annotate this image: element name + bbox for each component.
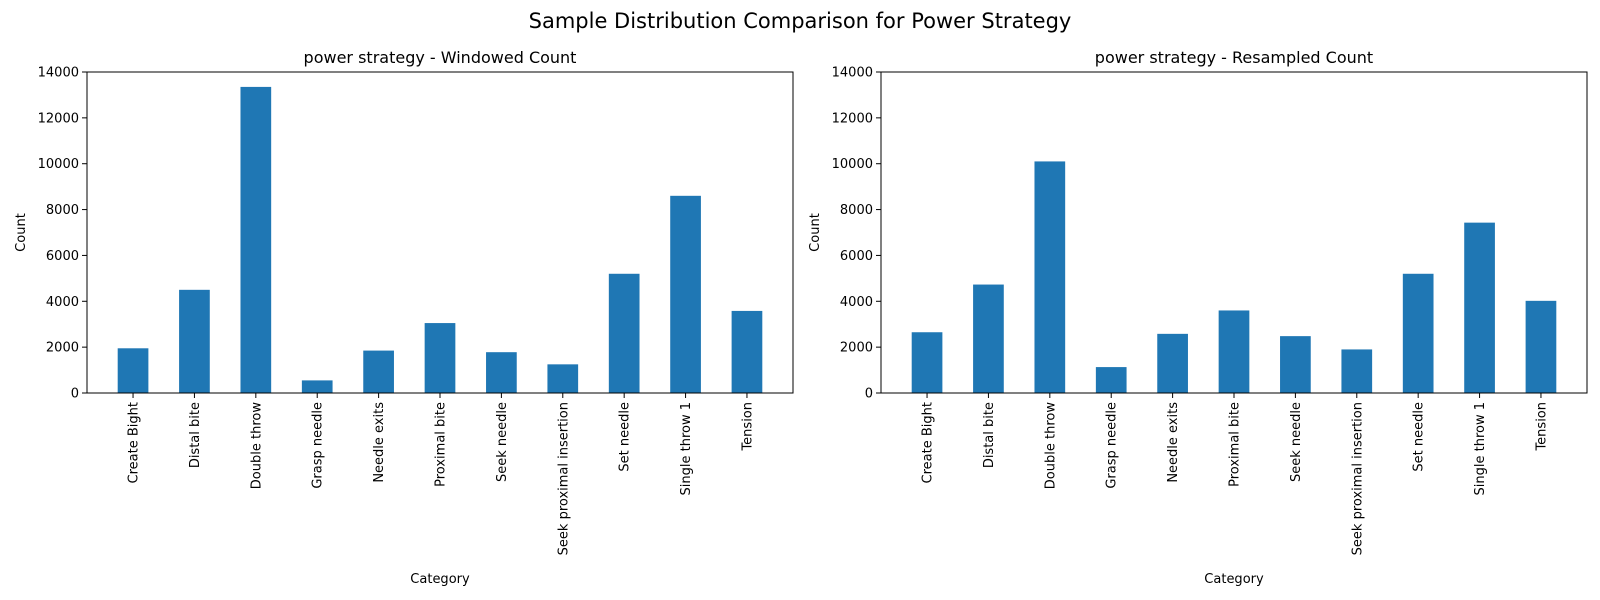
panel-2-x-tick-label: Double throw — [1043, 402, 1058, 490]
panel-2-y-tick-label: 12000 — [832, 111, 873, 126]
panel-1-y-tick-label: 2000 — [46, 341, 79, 356]
panel-2-bar — [1280, 336, 1311, 393]
panel-1-x-tick-label: Tension — [740, 402, 755, 452]
panel-1-x-tick-label: Needle exits — [372, 402, 387, 483]
panel-2-x-tick-label: Seek proximal insertion — [1350, 402, 1365, 555]
panel-2-bar — [1341, 349, 1373, 393]
panel-1-y-tick-label: 10000 — [38, 157, 79, 172]
panel-2-x-tick-label: Tension — [1534, 402, 1549, 452]
panel-2-x-tick-label: Set needle — [1412, 402, 1427, 472]
panel-1-y-tick-label: 14000 — [38, 66, 79, 81]
panel-2-bar — [1525, 300, 1557, 393]
figure-suptitle: Sample Distribution Comparison for Power… — [529, 9, 1072, 33]
panel-1-x-axis-label: Category — [410, 572, 470, 587]
panel-1-y-tick-label: 0 — [71, 387, 79, 402]
panel-2-y-tick-label: 2000 — [840, 341, 873, 356]
panel-1-y-tick-label: 8000 — [46, 203, 79, 218]
panel-1-y-tick-label: 6000 — [46, 249, 79, 264]
panel-1-x-tick-label: Seek proximal insertion — [556, 402, 571, 555]
panel-2-bar — [1157, 333, 1188, 393]
panel-1-bar — [424, 323, 456, 393]
panel-1-y-tick-label: 12000 — [38, 111, 79, 126]
panel-2-bar — [1402, 273, 1434, 393]
panel-1-x-tick-label: Seek needle — [495, 402, 510, 482]
panel-2-x-tick-label: Distal bite — [982, 402, 997, 468]
panel-2-x-tick-label: Single throw 1 — [1473, 402, 1488, 495]
panel-2-y-tick-label: 6000 — [840, 249, 873, 264]
panel-2-y-tick-label: 10000 — [832, 157, 873, 172]
panel-1-bar — [486, 352, 517, 393]
panel-2-x-tick-label: Needle exits — [1166, 402, 1181, 483]
panel-2-y-tick-label: 14000 — [832, 66, 873, 81]
panel-2-title: power strategy - Resampled Count — [1095, 48, 1373, 67]
panel-1-bar — [363, 350, 394, 393]
panel-2-x-tick-label: Proximal bite — [1228, 402, 1243, 487]
panel-1-x-tick-label: Distal bite — [188, 402, 203, 468]
panel-1-title: power strategy - Windowed Count — [304, 48, 577, 67]
panel-2-y-tick-label: 4000 — [840, 295, 873, 310]
panel-2-bar — [1464, 222, 1495, 393]
panel-1-x-tick-label: Single throw 1 — [679, 402, 694, 495]
panel-2-bar — [1095, 367, 1127, 393]
panel-1-y-tick-label: 4000 — [46, 295, 79, 310]
panel-1-bar — [179, 289, 210, 393]
panel-2-bar — [911, 332, 943, 393]
panel-1-bar — [608, 273, 640, 393]
panel-1-y-axis-label: Count — [14, 213, 29, 252]
panel-1-bar — [117, 348, 149, 393]
panel-2-bar — [973, 284, 1004, 393]
panel-2-y-tick-label: 0 — [865, 387, 873, 402]
panel-1-x-tick-label: Grasp needle — [311, 402, 326, 489]
panel-1-bar — [731, 310, 763, 393]
panel-2-y-tick-label: 8000 — [840, 203, 873, 218]
panel-2-bar — [1034, 161, 1066, 393]
panel-1-bar — [240, 86, 272, 394]
panel-2-bar — [1218, 310, 1250, 393]
panel-1-bar — [670, 195, 701, 393]
panel-1-x-tick-label: Proximal bite — [434, 402, 449, 487]
panel-1-x-tick-label: Double throw — [249, 402, 264, 490]
panel-2-x-tick-label: Grasp needle — [1105, 402, 1120, 489]
panel-1-bar — [547, 364, 579, 393]
panel-2-x-tick-label: Create Bight — [921, 402, 936, 483]
panel-1-bar — [301, 380, 333, 393]
panel-2-y-axis-label: Count — [808, 213, 823, 252]
panel-1-x-tick-label: Set needle — [618, 402, 633, 472]
panel-1-x-tick-label: Create Bight — [127, 402, 142, 483]
panel-2-x-axis-label: Category — [1204, 572, 1264, 587]
panel-2-x-tick-label: Seek needle — [1289, 402, 1304, 482]
